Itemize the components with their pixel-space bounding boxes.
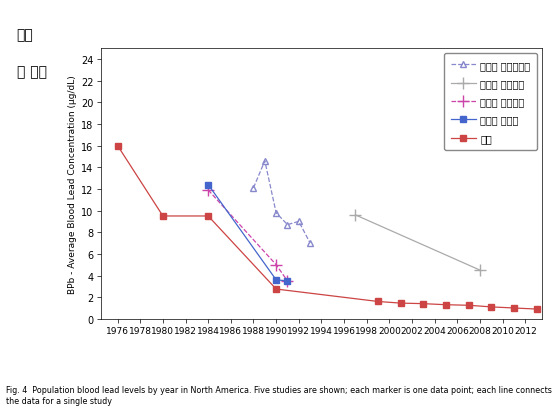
Legend: 멕시코 멕시코시티, 멕시코 론테레이, 캐나다 온타리오, 캐나다 토론토, 미국: 멕시코 멕시코시티, 멕시코 론테레이, 캐나다 온타리오, 캐나다 토론토, … bbox=[444, 54, 537, 151]
미국 bbox=[397, 301, 404, 306]
Line: 멕시코 론테레이: 멕시코 론테레이 bbox=[350, 210, 486, 276]
멕시코 론테레이 bbox=[477, 268, 484, 273]
미국 bbox=[533, 307, 540, 312]
미국 bbox=[375, 299, 381, 304]
멕시코 멕시코시티 bbox=[307, 241, 314, 246]
Line: 멕시코 멕시코시티: 멕시코 멕시코시티 bbox=[250, 158, 314, 247]
멕시코 멕시코시티 bbox=[273, 211, 280, 216]
Text: 혈중: 혈중 bbox=[17, 29, 34, 43]
캐나다 온타리오 bbox=[273, 263, 280, 267]
멕시코 멕시코시티 bbox=[250, 186, 257, 191]
미국 bbox=[420, 301, 427, 306]
미국 bbox=[465, 303, 472, 308]
Text: 납 농도: 납 농도 bbox=[17, 65, 47, 79]
미국 bbox=[273, 287, 280, 292]
미국 bbox=[114, 144, 121, 149]
Text: Fig. 4  Population blood lead levels by year in North America. Five studies are : Fig. 4 Population blood lead levels by y… bbox=[6, 386, 552, 405]
미국 bbox=[159, 214, 166, 219]
미국 bbox=[205, 214, 211, 219]
멕시코 멕시코시티 bbox=[262, 159, 268, 164]
Line: 캐나다 온타리오: 캐나다 온타리오 bbox=[202, 185, 293, 287]
미국 bbox=[510, 306, 517, 311]
Line: 캐나다 토론토: 캐나다 토론토 bbox=[205, 182, 291, 285]
캐나다 온타리오 bbox=[205, 188, 211, 193]
캐나다 온타리오 bbox=[284, 279, 291, 284]
캐나다 토론토 bbox=[273, 278, 280, 283]
미국 bbox=[443, 303, 449, 308]
Y-axis label: BPb - Average Blood Lead Concentration (μg/dL): BPb - Average Blood Lead Concentration (… bbox=[68, 75, 77, 293]
멕시코 론테레이 bbox=[352, 213, 359, 218]
멕시코 멕시코시티 bbox=[284, 222, 291, 227]
캐나다 토론토 bbox=[284, 279, 291, 284]
캐나다 토론토 bbox=[205, 183, 211, 188]
멕시코 멕시코시티 bbox=[295, 219, 302, 224]
미국 bbox=[488, 305, 495, 310]
Line: 미국: 미국 bbox=[115, 144, 539, 312]
